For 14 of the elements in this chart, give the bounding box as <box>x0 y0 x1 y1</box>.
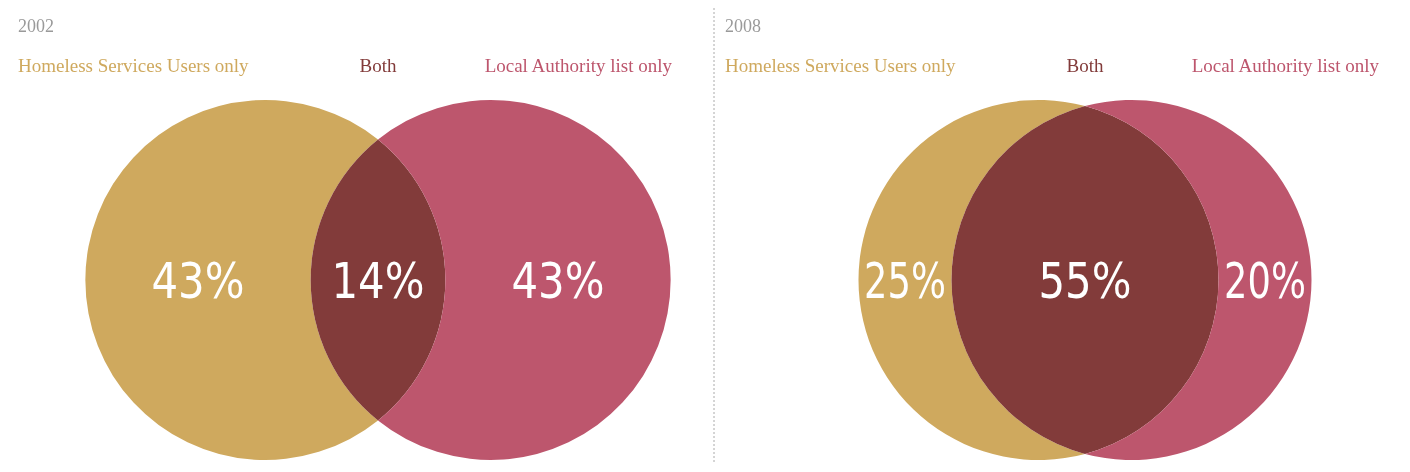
data-label: 20% <box>1224 252 1336 310</box>
data-label: 55% <box>1038 252 1150 310</box>
category-label: Homeless Services Users only <box>725 55 957 76</box>
category-label: Local Authority list only <box>484 55 673 76</box>
text: 2008 <box>725 16 761 36</box>
category-label: Both <box>359 55 397 76</box>
category-label: Local Authority list only <box>1191 55 1380 76</box>
data-label: 25% <box>864 252 976 310</box>
data-label: 43% <box>511 252 623 310</box>
data-label: 14% <box>331 252 443 310</box>
category-label: Homeless Services Users only <box>18 55 250 76</box>
category-label: Both <box>1066 55 1104 76</box>
data-label: 43% <box>151 252 263 310</box>
text: 2002 <box>18 16 54 36</box>
